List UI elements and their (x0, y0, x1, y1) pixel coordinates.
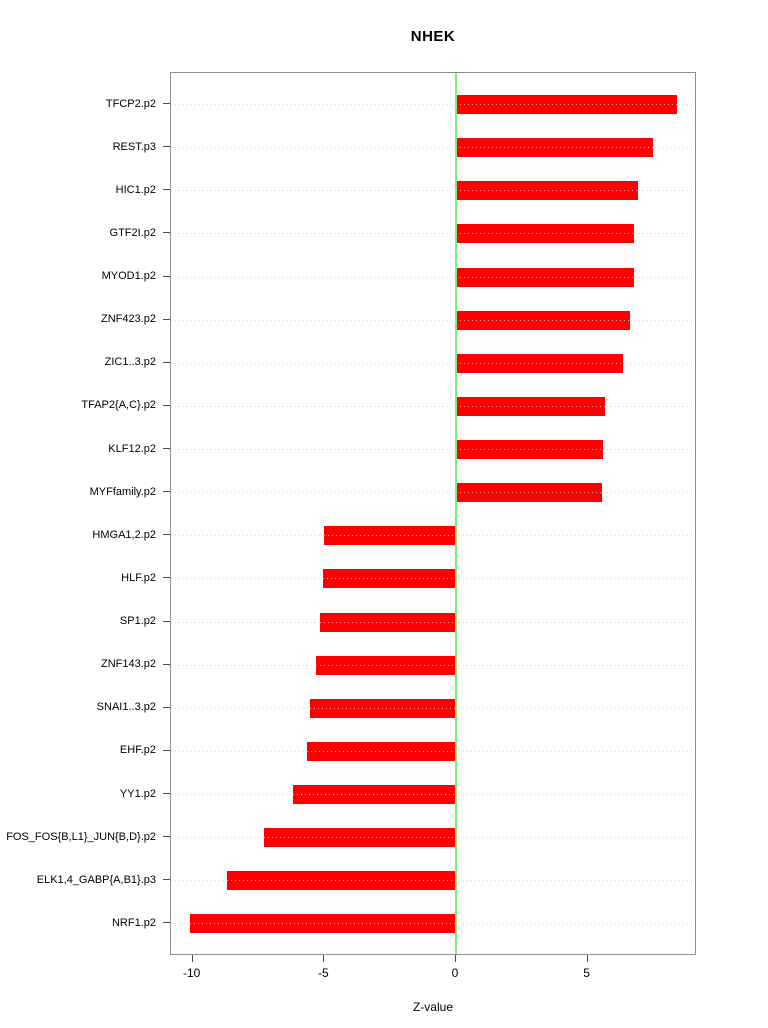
x-tick (191, 955, 193, 962)
bar-HMGA1,2.p2 (324, 526, 456, 546)
y-tick-label: KLF12.p2 (108, 442, 156, 455)
y-tick (163, 749, 170, 751)
y-tick-label: SNAI1..3.p2 (96, 701, 156, 714)
grid-leader-line (171, 449, 695, 451)
zero-reference-line (455, 73, 457, 954)
y-tick (163, 361, 170, 363)
y-tick (163, 922, 170, 924)
bar-TFCP2.p2 (456, 95, 678, 114)
x-axis-title: Z-value (412, 1000, 453, 1014)
y-tick (163, 793, 170, 795)
y-tick-label: HIC1.p2 (115, 183, 156, 196)
x-tick-label: 5 (583, 966, 590, 980)
bar-ZNF143.p2 (316, 655, 456, 675)
bar-ZNF423.p2 (456, 310, 630, 330)
y-tick (163, 232, 170, 234)
y-tick (163, 318, 170, 320)
y-tick-label: GTF2I.p2 (109, 226, 156, 239)
y-tick (163, 620, 170, 622)
bar-REST.p3 (456, 138, 654, 158)
y-tick-label: ELK1,4_GABP{A,B1}.p3 (36, 873, 156, 886)
y-tick (163, 448, 170, 450)
grid-leader-line (171, 405, 695, 407)
y-tick-label: EHF.p2 (119, 744, 156, 757)
y-tick (163, 879, 170, 881)
y-tick-label: ZNF143.p2 (100, 658, 156, 671)
y-tick-label: HMGA1,2.p2 (92, 528, 156, 541)
y-tick (163, 577, 170, 579)
y-tick-label: ZIC1..3.p2 (104, 356, 156, 369)
chart-title: NHEK (410, 28, 456, 45)
bar-GTF2I.p2 (456, 224, 634, 244)
x-tick-label: -10 (183, 966, 201, 980)
y-tick (163, 836, 170, 838)
bar-FOS_FOS{B,L1}_JUN{B,D}.p2 (263, 828, 456, 848)
bar-MYFfamily.p2 (456, 483, 603, 503)
y-tick (163, 706, 170, 708)
y-tick (163, 404, 170, 406)
y-tick-label: NRF1.p2 (111, 916, 156, 929)
bar-TFAP2{A,C}.p2 (456, 396, 605, 416)
y-tick (163, 275, 170, 277)
grid-leader-line (171, 104, 695, 105)
x-tick-label: 0 (451, 966, 459, 980)
y-tick-label: TFAP2{A,C}.p2 (81, 399, 156, 412)
bar-YY1.p2 (292, 785, 456, 805)
grid-leader-line (171, 190, 695, 192)
y-tick-label: FOS_FOS{B,L1}_JUN{B,D}.p2 (6, 830, 156, 843)
bar-ELK1,4_GABP{A,B1}.p3 (226, 871, 456, 891)
y-tick (163, 146, 170, 148)
y-tick-label: ZNF423.p2 (100, 313, 156, 326)
y-tick (163, 491, 170, 493)
y-tick-label: SP1.p2 (119, 615, 156, 628)
grid-leader-line (171, 362, 695, 364)
bar-SP1.p2 (320, 612, 456, 632)
y-tick (163, 534, 170, 536)
bar-SNAI1..3.p2 (309, 698, 456, 718)
bar-EHF.p2 (307, 741, 456, 761)
y-tick-label: YY1.p2 (119, 787, 156, 800)
grid-leader-line (171, 319, 695, 321)
y-tick-label: MYFfamily.p2 (89, 485, 156, 498)
y-tick-label: MYOD1.p2 (101, 270, 156, 283)
bar-MYOD1.p2 (456, 267, 634, 287)
x-tick (323, 955, 325, 962)
bar-KLF12.p2 (456, 440, 604, 460)
grid-leader-line (171, 492, 695, 494)
y-tick-label: TFCP2.p2 (105, 97, 156, 110)
grid-leader-line (171, 233, 695, 235)
x-tick (586, 955, 588, 962)
bar-NRF1.p2 (190, 914, 456, 934)
bar-HIC1.p2 (456, 181, 638, 201)
y-tick (163, 663, 170, 665)
y-tick (163, 189, 170, 191)
plot-area (170, 72, 696, 955)
y-tick-label: HLF.p2 (121, 571, 156, 584)
x-tick-label: -5 (318, 966, 329, 980)
x-tick (455, 955, 456, 962)
y-tick (163, 103, 170, 104)
grid-leader-line (171, 276, 695, 278)
bar-ZIC1..3.p2 (456, 353, 624, 373)
y-tick-label: REST.p3 (112, 140, 156, 153)
grid-leader-line (171, 147, 695, 149)
bar-HLF.p2 (323, 569, 456, 589)
